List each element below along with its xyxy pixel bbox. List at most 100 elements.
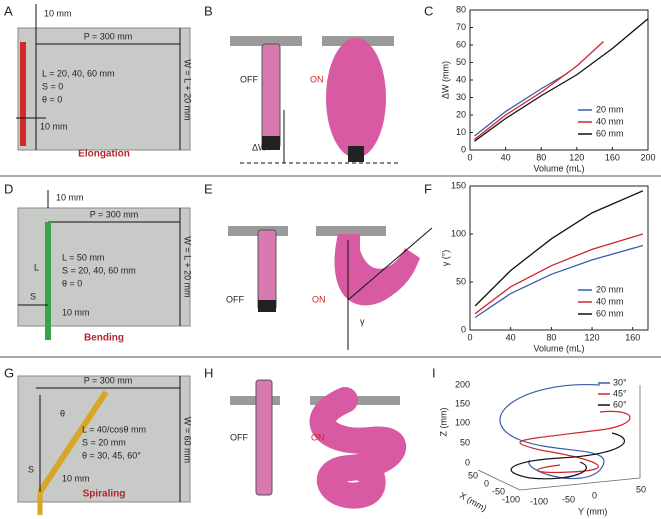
curve — [519, 410, 631, 474]
balloon — [326, 38, 386, 158]
x-tick-label: 80 — [546, 332, 556, 342]
legend-label: 60 mm — [596, 308, 624, 318]
panel-letter: B — [204, 3, 213, 18]
y-axis-label: ΔW (mm) — [440, 61, 450, 99]
actuator — [45, 222, 51, 340]
y-axis-label: γ (°) — [440, 250, 450, 267]
state-label: OFF — [226, 294, 244, 304]
state-label: ON — [312, 294, 326, 304]
tick-label: -50 — [492, 486, 505, 496]
angle-label: θ — [60, 408, 65, 418]
tick-label: 0 — [592, 490, 597, 500]
caption: Bending — [84, 333, 124, 344]
x-axis-label: Volume (mL) — [533, 163, 584, 173]
axis-label: Z (mm) — [438, 408, 448, 437]
dim-label: W = 60 mm — [183, 417, 193, 463]
x-tick-label: 40 — [501, 152, 511, 162]
x-tick-label: 40 — [506, 332, 516, 342]
param: θ = 30, 45, 60° — [82, 450, 141, 460]
dim-label: 10 mm — [44, 8, 72, 18]
tick-label: 200 — [455, 379, 470, 389]
series-line — [474, 41, 604, 141]
plate — [17, 27, 191, 151]
bracket — [230, 36, 302, 46]
caption: Spiraling — [83, 489, 126, 500]
state-label: ON — [311, 432, 325, 442]
y-tick-label: 50 — [456, 276, 466, 286]
tick-label: 0 — [484, 478, 489, 488]
cap — [262, 136, 280, 150]
bracket — [316, 226, 386, 236]
dim-label: 10 mm — [56, 192, 84, 202]
plot-frame — [469, 185, 649, 331]
series-line — [474, 72, 569, 137]
series-line — [474, 244, 644, 319]
tick-label: 150 — [455, 398, 470, 408]
legend-label: 20 mm — [596, 284, 624, 294]
y-tick-label: 100 — [451, 228, 466, 238]
bracket — [230, 396, 280, 405]
x-tick-label: 120 — [569, 152, 584, 162]
tick-label: 50 — [636, 484, 646, 494]
actuator-photo — [261, 43, 281, 149]
panel-letter: G — [4, 365, 14, 380]
angle-line — [347, 227, 433, 301]
x-tick-label: 160 — [625, 332, 640, 342]
panel-letter: F — [424, 181, 432, 196]
actuator — [37, 390, 109, 494]
dim-label: S — [30, 291, 36, 301]
y-tick-label: 40 — [456, 74, 466, 84]
balloon — [309, 387, 407, 509]
y-tick-label: 80 — [456, 4, 466, 14]
actuator-photo — [257, 229, 277, 311]
legend-label: 40 mm — [596, 296, 624, 306]
param: S = 0 — [42, 81, 63, 91]
axis-label: X (mm) — [458, 490, 489, 513]
tick-label: 100 — [455, 417, 470, 427]
x-tick-label: 160 — [605, 152, 620, 162]
dim-label: W = L + 20 mm — [183, 236, 193, 297]
panel-letter: E — [204, 181, 213, 196]
state-label: OFF — [230, 432, 248, 442]
state-label: ON — [310, 74, 324, 84]
legend-label: 45° — [613, 388, 627, 398]
dim-label: 10 mm — [62, 473, 90, 483]
curves — [499, 383, 631, 480]
y-tick-label: 10 — [456, 127, 466, 137]
panel-letter: A — [4, 3, 13, 18]
x-tick-label: 0 — [467, 152, 472, 162]
dim-label: P = 300 mm — [90, 209, 139, 219]
dim-label: L — [34, 262, 39, 272]
dim-label: S — [28, 464, 34, 474]
actuator-photo — [255, 379, 273, 496]
panel-letter: D — [4, 181, 13, 196]
y-tick-label: 20 — [456, 109, 466, 119]
x-tick-label: 120 — [585, 332, 600, 342]
legend-label: 60 mm — [596, 128, 624, 138]
y-tick-label: 150 — [451, 180, 466, 190]
tick-label: 50 — [468, 470, 478, 480]
x-tick-label: 0 — [467, 332, 472, 342]
param: S = 20, 40, 60 mm — [62, 265, 136, 275]
panel-letter: H — [204, 365, 213, 380]
series-line — [474, 18, 649, 142]
state-label: OFF — [240, 74, 258, 84]
legend: 30°45°60° — [598, 377, 627, 409]
axis-label: Y (mm) — [578, 506, 607, 516]
caption: Elongation — [78, 149, 130, 160]
tick-label: -100 — [502, 494, 520, 504]
balloon — [334, 234, 420, 306]
series-line — [474, 190, 644, 307]
y-tick-label: 70 — [456, 22, 466, 32]
y-tick-label: 0 — [461, 144, 466, 154]
x-tick-label: 80 — [536, 152, 546, 162]
tick-label: 0 — [465, 457, 470, 467]
legend-label: 20 mm — [596, 104, 624, 114]
param: L = 20, 40, 60 mm — [42, 68, 114, 78]
param: S = 20 mm — [82, 437, 126, 447]
dim-label: 10 mm — [40, 121, 68, 131]
panel-letter: I — [432, 365, 436, 380]
y-tick-label: 50 — [456, 57, 466, 67]
y-tick-label: 30 — [456, 92, 466, 102]
